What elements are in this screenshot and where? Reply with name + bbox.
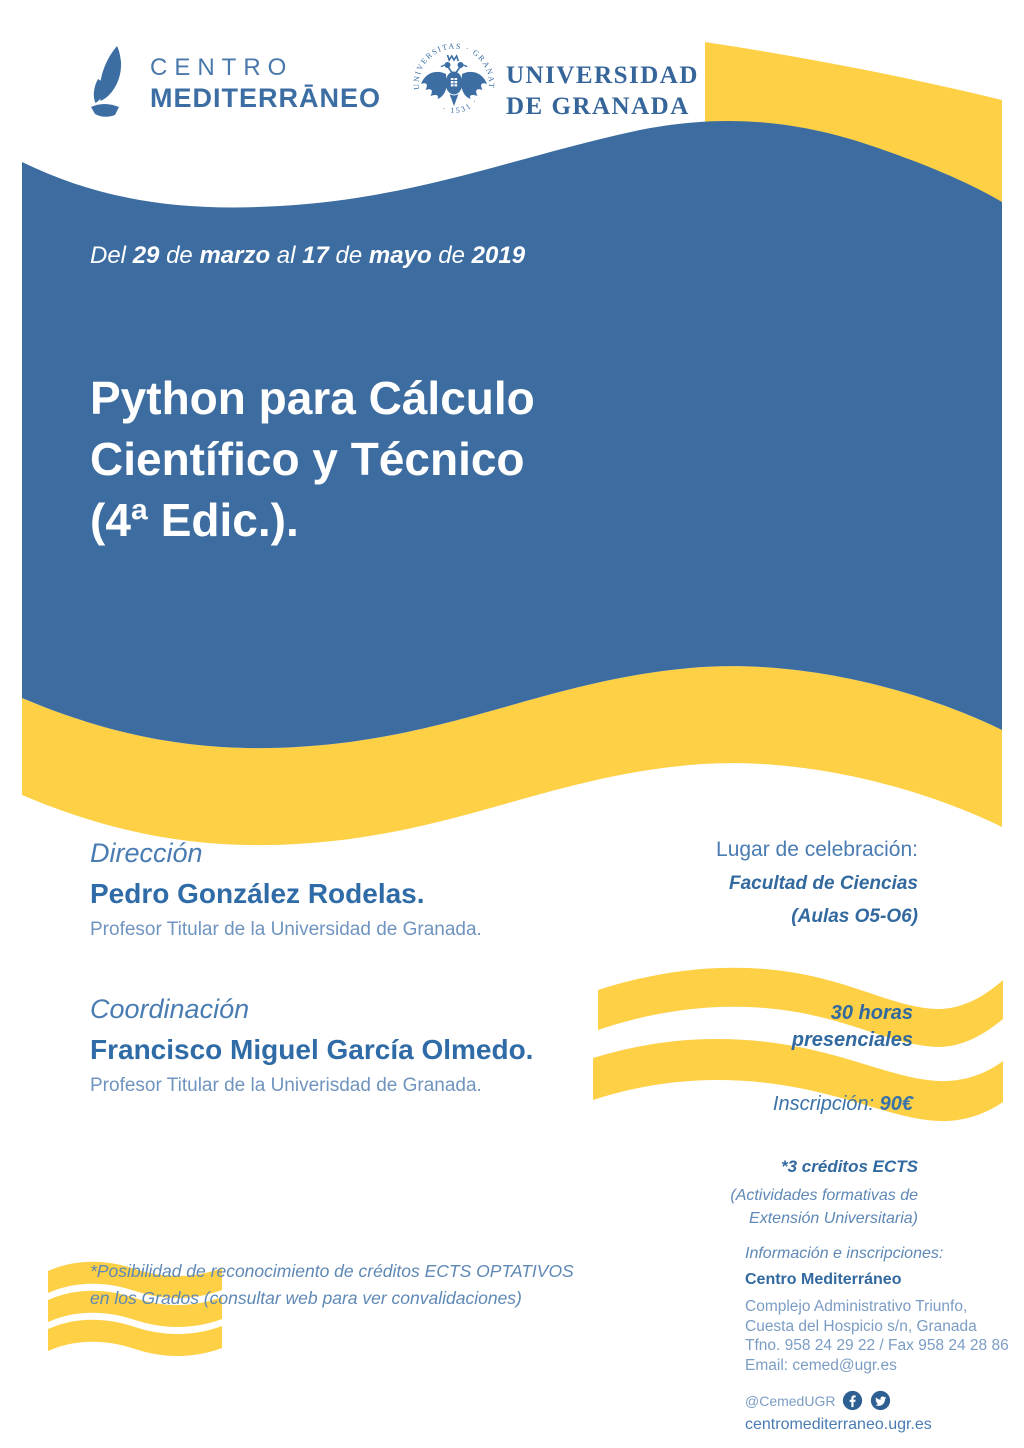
facebook-icon[interactable]	[842, 1390, 863, 1411]
date-month-end: mayo	[368, 242, 432, 269]
date-year: 2019	[471, 242, 526, 269]
date-word: de	[166, 242, 193, 269]
venue-faculty: Facultad de Ciencias	[728, 873, 918, 894]
date-word: de	[335, 242, 363, 269]
hours-line2: presenciales	[791, 1029, 913, 1051]
email-line[interactable]: Email: cemed@ugr.es	[745, 1356, 897, 1374]
date-month-start: marzo	[199, 242, 271, 269]
bottom-yellow-wave	[22, 666, 1002, 846]
date-day-start: 29	[132, 242, 160, 269]
hours-block: 30 horas presenciales	[792, 1000, 913, 1054]
centro-mediterraneo-wordmark: CENTRO MEDITERRĀNEO	[150, 54, 381, 114]
venue-label: Lugar de celebración:	[716, 838, 918, 861]
course-title-line2: Científico y Técnico	[90, 433, 525, 485]
credits-line3: Extensión Universitaria)	[749, 1210, 918, 1227]
direccion-name: Pedro González Rodelas.	[90, 878, 425, 909]
course-title-line3: (4ª Edic.).	[90, 494, 299, 546]
ribbon-inscription	[593, 1038, 1003, 1122]
double-eagle-emblem	[421, 54, 487, 106]
inscription-price: 90€	[879, 1093, 913, 1115]
ugr-wordmark: UNIVERSIDAD DE GRANADA	[506, 60, 699, 122]
website-link[interactable]: centromediterraneo.ugr.es	[745, 1416, 932, 1433]
social-handle: @CemedUGR	[745, 1392, 836, 1409]
left-flag-stripes	[48, 1261, 222, 1357]
coordinacion-role: Profesor Titular de la Univerisdad de Gr…	[90, 1075, 482, 1096]
contact-address: Complejo Administrativo Triunfo, Cuesta …	[745, 1297, 1015, 1375]
direccion-heading: Dirección	[90, 838, 203, 868]
inscription-label: Inscripción:	[772, 1093, 875, 1115]
de-granada-label: DE GRANADA	[506, 93, 690, 120]
twitter-icon[interactable]	[870, 1390, 891, 1411]
centro-label: CENTRO	[150, 54, 294, 81]
blue-wave-body	[22, 120, 1002, 749]
course-title-line1: Python para Cálculo	[90, 372, 535, 424]
inscription-block: Inscripción: 90€	[773, 1093, 913, 1116]
svg-text:· 1531 ·: · 1531 ·	[441, 96, 480, 115]
credits-line1: *3 créditos ECTS	[781, 1157, 918, 1176]
footnote-line1: *Posibilidad de reconocimiento de crédit…	[90, 1261, 574, 1281]
coordinacion-name: Francisco Miguel García Olmedo.	[90, 1034, 534, 1065]
phone-line: Tfno. 958 24 29 22 / Fax 958 24 28 86	[745, 1337, 1009, 1354]
coordinacion-heading: Coordinación	[90, 994, 250, 1024]
ects-footnote: *Posibilidad de reconocimiento de crédit…	[90, 1258, 574, 1312]
hours-line1: 30 horas	[830, 1002, 913, 1024]
credits-block: *3 créditos ECTS (Actividades formativas…	[730, 1157, 918, 1230]
date-word: Del	[90, 242, 127, 269]
ribbon-hours	[598, 967, 1003, 1047]
address-line1: Complejo Administrativo Triunfo,	[745, 1298, 968, 1315]
contact-org: Centro Mediterráneo	[745, 1271, 902, 1288]
universidad-label: UNIVERSIDAD	[506, 62, 699, 89]
date-day-end: 17	[302, 242, 329, 269]
social-row: @CemedUGR	[745, 1390, 1015, 1411]
centro-mediterraneo-sail-icon	[91, 46, 122, 117]
venue-rooms: (Aulas O5-O6)	[791, 906, 918, 927]
contact-block: Información e inscripciones: Centro Medi…	[745, 1245, 1015, 1434]
date-word: de	[438, 242, 465, 269]
seal-bottom-text: · 1531 ·	[441, 96, 478, 115]
direccion-role: Profesor Titular de la Universidad de Gr…	[90, 919, 482, 940]
mediterraneo-label: MEDITERRĀNEO	[150, 83, 382, 113]
coordinacion-block: Coordinación Francisco Miguel García Olm…	[90, 994, 533, 1097]
course-dates: Del 29 de marzo al 17 de mayo de 2019	[90, 242, 525, 270]
venue-block: Lugar de celebración: Facultad de Cienci…	[716, 838, 918, 928]
direccion-block: Dirección Pedro González Rodelas. Profes…	[90, 838, 482, 941]
ugr-seal-icon: UNIVERSITAS · GRANATENSIS · 1531 ·	[410, 40, 495, 115]
course-title: Python para Cálculo Científico y Técnico…	[90, 368, 535, 551]
address-line2: Cuesta del Hospicio s/n, Granada	[745, 1317, 977, 1335]
credits-line2: (Actividades formativas de	[730, 1187, 918, 1204]
date-word: al	[276, 242, 296, 269]
footnote-line2: en los Grados (consultar web para ver co…	[90, 1288, 522, 1308]
contact-heading: Información e inscripciones:	[745, 1245, 944, 1262]
